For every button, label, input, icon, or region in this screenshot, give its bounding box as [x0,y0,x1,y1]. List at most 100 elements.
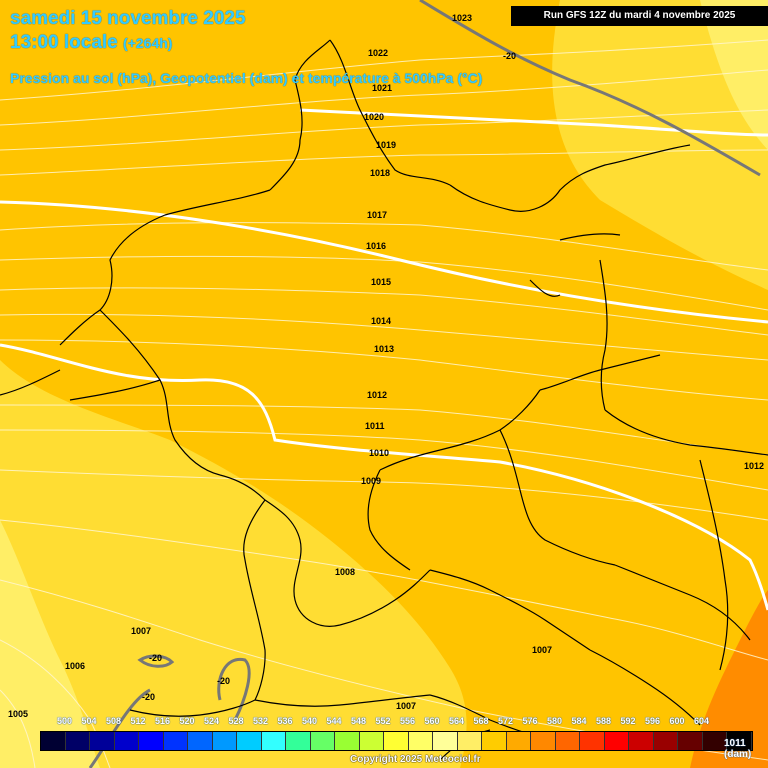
forecast-time-title: 13:00 locale (+264h) [10,32,172,54]
legend-swatch [531,732,556,750]
legend-label: 600 [669,716,685,726]
isobar-label: 1023 [452,13,473,23]
legend-label: 588 [595,716,612,726]
copyright: Copyright 2025 Meteociel.fr [350,754,481,765]
legend-swatch [702,732,727,750]
legend-swatch [139,732,164,750]
legend-label: 528 [228,716,244,726]
legend-swatch [163,732,188,750]
forecast-lead-time: (+264h) [123,35,173,51]
legend-label: 584 [571,716,587,726]
legend-color-bar [40,731,753,751]
band-560-northeast [552,0,768,290]
isobar-label: 1007 [532,645,553,655]
legend-label: 592 [620,716,636,726]
isobar-label: 1010 [369,448,390,458]
legend-swatch [604,732,629,750]
isobar-label: 1006 [65,661,86,671]
isobar-label: 1008 [335,567,356,577]
isotherm [88,0,761,768]
legend-swatch [286,732,311,750]
color-legend: 500 504 508 512 516 520 524 528 532 536 540 544 548 5… [0,712,768,768]
legend-swatch [65,732,90,750]
legend-label: 540 [301,716,318,726]
legend-swatch [506,732,531,750]
band-568-southeast [690,590,768,768]
legend-swatch [310,732,335,750]
legend-swatch [433,732,458,750]
legend-label: 568 [473,716,489,726]
isobar-label: 1018 [370,168,391,178]
legend-swatch [114,732,139,750]
isobar-label: 1016 [366,241,387,251]
legend-label: 548 [350,716,367,726]
isobar-label: 1005 [8,709,29,719]
isobar-label: 1019 [376,140,397,150]
legend-label: 552 [375,716,391,726]
legend-swatch [188,732,213,750]
legend-label: 504 [81,716,97,726]
legend-label: 596 [644,716,661,726]
isobar-label: 1009 [361,476,382,486]
legend-label: 520 [179,716,195,726]
isobar-label: 1007 [396,701,417,711]
legend-label: 604 [693,716,710,726]
legend-swatch [408,732,433,750]
isobar-label: 1013 [374,344,395,354]
legend-label: 532 [252,716,269,726]
legend-swatch [580,732,605,750]
forecast-date-title: samedi 15 novembre 2025 [10,8,246,29]
legend-label: 516 [154,716,171,726]
isobar-label: 1011 [365,421,385,431]
coastlines [0,39,691,396]
main-isobars [0,108,768,611]
legend-unit: 1011 (dam) [724,738,751,760]
legend-end-value: 1011 [724,738,746,749]
isotherm-label: -20 [217,676,231,686]
legend-swatch [457,732,482,750]
legend-unit-label: (dam) [724,749,752,760]
legend-swatch [482,732,507,750]
legend-swatch [629,732,654,750]
legend-swatch [237,732,262,750]
legend-swatch [653,732,678,750]
band-556-northeast [700,0,768,150]
legend-swatch [555,732,580,750]
band-556-west [0,520,100,768]
isobar-label: 1017 [367,210,388,220]
legend-label: 524 [203,716,220,726]
borders [69,233,768,761]
legend-swatch [41,732,66,750]
legend-label: 500 [56,716,73,726]
legend-label: 572 [497,716,514,726]
legend-labels: 500 504 508 512 516 520 524 528 532 536 540 544 548 5… [38,716,738,728]
legend-swatch [90,732,115,750]
isotherm-label: -20 [503,51,517,61]
legend-label: 564 [448,716,465,726]
legend-label: 576 [522,716,538,726]
legend-swatch [727,732,752,750]
isobar-label: 1020 [364,112,385,122]
legend-label: 544 [326,716,342,726]
legend-swatch [261,732,286,750]
legend-label: 508 [105,716,122,726]
legend-swatch [335,732,360,750]
isobar-label: 1022 [368,48,389,58]
band-560-west [0,360,467,768]
legend-label: 512 [130,716,146,726]
legend-swatch [212,732,237,750]
isotherm-label: -20 [142,692,156,702]
legend-swatch [678,732,703,750]
isobar-label: 1021 [372,83,393,93]
map-subtitle: Pression au sol (hPa), Geopotentiel (dam… [10,70,483,86]
legend-swatch [384,732,409,750]
legend-label: 536 [277,716,293,726]
legend-label: 560 [424,716,440,726]
isobar-label: 1015 [371,277,392,287]
legend-label: 580 [546,716,563,726]
isobar-label: 1012 [367,390,388,400]
legend-swatch [359,732,384,750]
isobar-label: 1007 [131,626,152,636]
